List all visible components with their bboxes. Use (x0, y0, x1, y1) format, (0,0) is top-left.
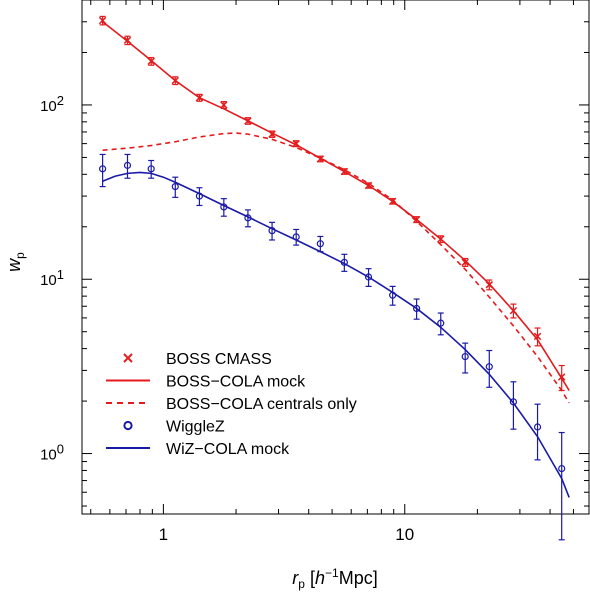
series-line (102, 171, 570, 498)
legend-label: BOSS−COLA mock (166, 374, 306, 391)
data-point-circle (316, 240, 324, 248)
data-point-circle (533, 423, 542, 431)
data-point-circle (437, 319, 445, 327)
y-axis-label: wp (4, 252, 27, 272)
axis-ticks: 1 10 100 101 102 (40, 0, 589, 544)
data-point-cross (533, 332, 542, 341)
series-line (102, 21, 570, 391)
legend-item-1: BOSS−COLA mock (106, 374, 306, 391)
series-3 (99, 153, 566, 541)
data-point-cross (461, 258, 469, 267)
legend: BOSS CMASS BOSS−COLA mock BOSS−COLA centra… (106, 351, 357, 458)
series-4 (102, 171, 570, 498)
legend-item-0: BOSS CMASS (123, 351, 272, 368)
data-point-circle (558, 464, 566, 473)
data-point-circle (485, 363, 493, 371)
data-point-circle (123, 161, 132, 169)
plot-frame (81, 0, 590, 515)
x-axis-label: rp [h−1Mpc] (292, 566, 377, 591)
data-point-circle (147, 165, 155, 173)
legend-label: WiggleZ (166, 419, 225, 436)
legend-label: WiZ−COLA mock (166, 441, 290, 458)
data-point-circle (99, 165, 107, 173)
legend-item-4: WiZ−COLA mock (106, 441, 290, 458)
legend-label: BOSS CMASS (166, 351, 272, 368)
legend-item-3: WiggleZ (123, 419, 225, 436)
x-tick-label: 10 (395, 525, 414, 544)
data-point-circle (171, 183, 179, 191)
legend-symbol-cross (123, 353, 133, 363)
series-1 (102, 21, 570, 391)
y-tick-label: 101 (40, 267, 64, 289)
series-line (102, 132, 570, 404)
data-point-circle (509, 398, 518, 406)
legend-symbol-circle (123, 420, 133, 431)
series-2 (102, 132, 570, 404)
data-point-circle (413, 304, 421, 313)
y-tick-label: 100 (40, 442, 64, 464)
legend-item-2: BOSS−COLA centrals only (106, 396, 357, 413)
series-0 (98, 15, 566, 392)
legend-label: BOSS−COLA centrals only (166, 396, 357, 413)
series-layer (98, 15, 570, 541)
data-point-circle (461, 352, 469, 361)
x-tick-label: 1 (159, 525, 168, 544)
data-point-circle (364, 273, 373, 281)
y-tick-label: 102 (40, 93, 64, 115)
